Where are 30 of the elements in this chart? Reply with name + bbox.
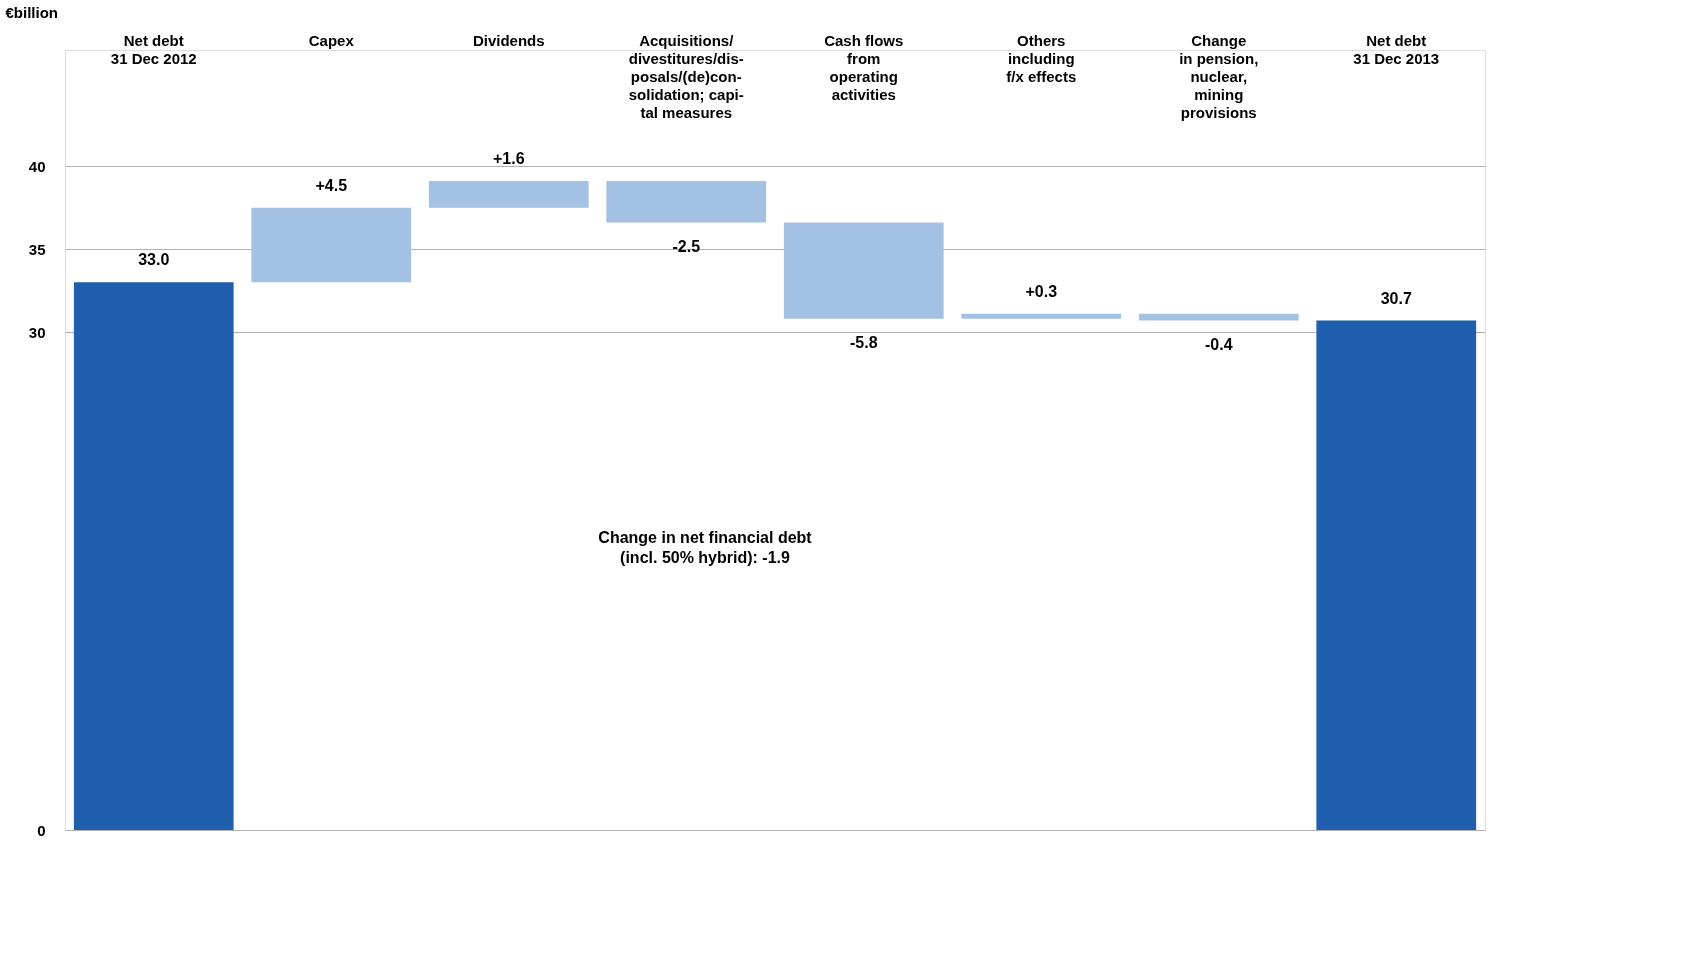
annotation: Change in net financial debt (incl. 50% hybrid): -1.9	[598, 529, 813, 566]
bar	[428, 181, 589, 208]
x-tick-label: Capex	[308, 31, 355, 49]
data-label: -0.4	[1204, 335, 1233, 353]
y-tick-label: 0	[37, 821, 46, 839]
x-tick-label: Others including f/x effects	[1006, 31, 1077, 85]
bar	[783, 222, 944, 319]
bar	[606, 181, 767, 223]
data-label: 33.0	[138, 251, 170, 269]
data-label: -5.8	[849, 333, 878, 351]
x-tick-label: Cash flows from operating activities	[824, 31, 904, 103]
bar	[1316, 320, 1477, 830]
bar	[961, 313, 1122, 319]
x-tick-label: Dividends	[472, 31, 545, 49]
bar	[1138, 313, 1299, 321]
data-label: 30.7	[1380, 289, 1412, 307]
y-tick-label: 40	[28, 157, 46, 175]
x-tick-label: Net debt 31 Dec 2012	[110, 31, 197, 67]
y-axis-title: €billion	[5, 3, 58, 21]
x-tick-label: Change in pension, nuclear, mining provisions	[1179, 31, 1259, 121]
data-label: +0.3	[1025, 282, 1058, 300]
bar	[251, 207, 412, 283]
x-tick-label: Acquisitions/ divestitures/dis- posals/(de)con- solidation; capi- tal measures	[628, 31, 744, 121]
y-tick-label: 30	[28, 323, 46, 341]
data-label: +1.6	[492, 150, 525, 168]
x-tick-label: Net debt 31 Dec 2013	[1353, 31, 1440, 67]
data-label: +4.5	[315, 176, 348, 194]
y-tick-label: 35	[28, 240, 46, 258]
data-label: -2.5	[672, 237, 701, 255]
bar	[73, 282, 234, 830]
